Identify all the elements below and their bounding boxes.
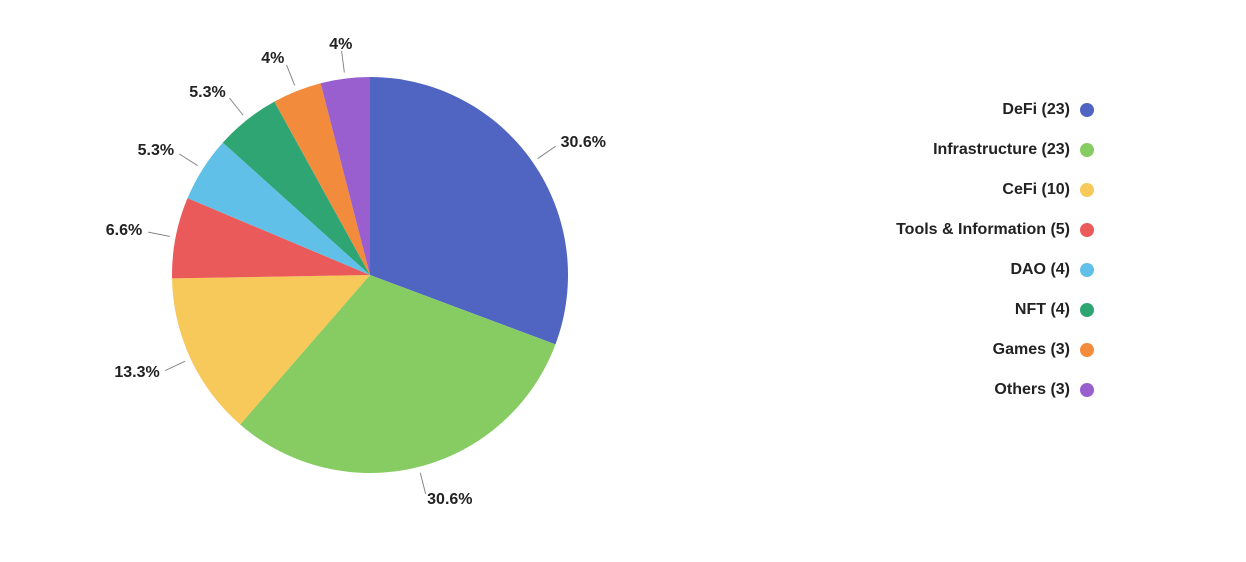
chart-stage: 30.6% 30.6% 13.3% 6.6% 5.3% 5.3% 4% 4% DeFi (23… [0,0,1246,562]
legend-item[interactable]: Others (3) [864,370,1094,410]
legend-item[interactable]: NFT (4) [864,290,1094,330]
leader-line [229,98,243,115]
leader-line [179,154,198,166]
pie-slice-label: 4% [329,36,352,54]
legend-item-label: Tools & Information (5) [896,221,1070,239]
pie-slice-label: 5.3% [189,84,225,102]
pie-slice-label: 4% [261,50,284,68]
pie-slice-label: 6.6% [106,222,142,240]
pie-slice-label: 13.3% [114,364,159,382]
pie-slice-label: 30.6% [561,134,606,152]
legend-swatch [1080,143,1094,157]
legend-swatch [1080,223,1094,237]
legend: DeFi (23) Infrastructure (23) CeFi (10) Too… [864,90,1094,410]
legend-item-label: DAO (4) [1010,261,1070,279]
legend-item[interactable]: Tools & Information (5) [864,210,1094,250]
legend-item[interactable]: DAO (4) [864,250,1094,290]
leader-line [148,232,170,236]
legend-item-label: NFT (4) [1015,301,1070,319]
legend-item[interactable]: DeFi (23) [864,90,1094,130]
legend-swatch [1080,263,1094,277]
legend-item-label: Games (3) [993,341,1070,359]
legend-item[interactable]: Games (3) [864,330,1094,370]
leader-line [287,65,295,85]
legend-item-label: Infrastructure (23) [933,141,1070,159]
leader-line [342,51,345,73]
legend-item[interactable]: Infrastructure (23) [864,130,1094,170]
legend-item[interactable]: CeFi (10) [864,170,1094,210]
legend-swatch [1080,183,1094,197]
legend-swatch [1080,303,1094,317]
leader-line [538,146,556,159]
legend-item-label: Others (3) [994,381,1070,399]
leader-line [165,361,185,370]
leader-line [420,473,425,494]
legend-item-label: CeFi (10) [1002,181,1070,199]
pie-slice-label: 5.3% [138,142,174,160]
legend-item-label: DeFi (23) [1002,101,1070,119]
legend-swatch [1080,103,1094,117]
legend-swatch [1080,383,1094,397]
pie-slice-label: 30.6% [427,491,472,509]
legend-swatch [1080,343,1094,357]
